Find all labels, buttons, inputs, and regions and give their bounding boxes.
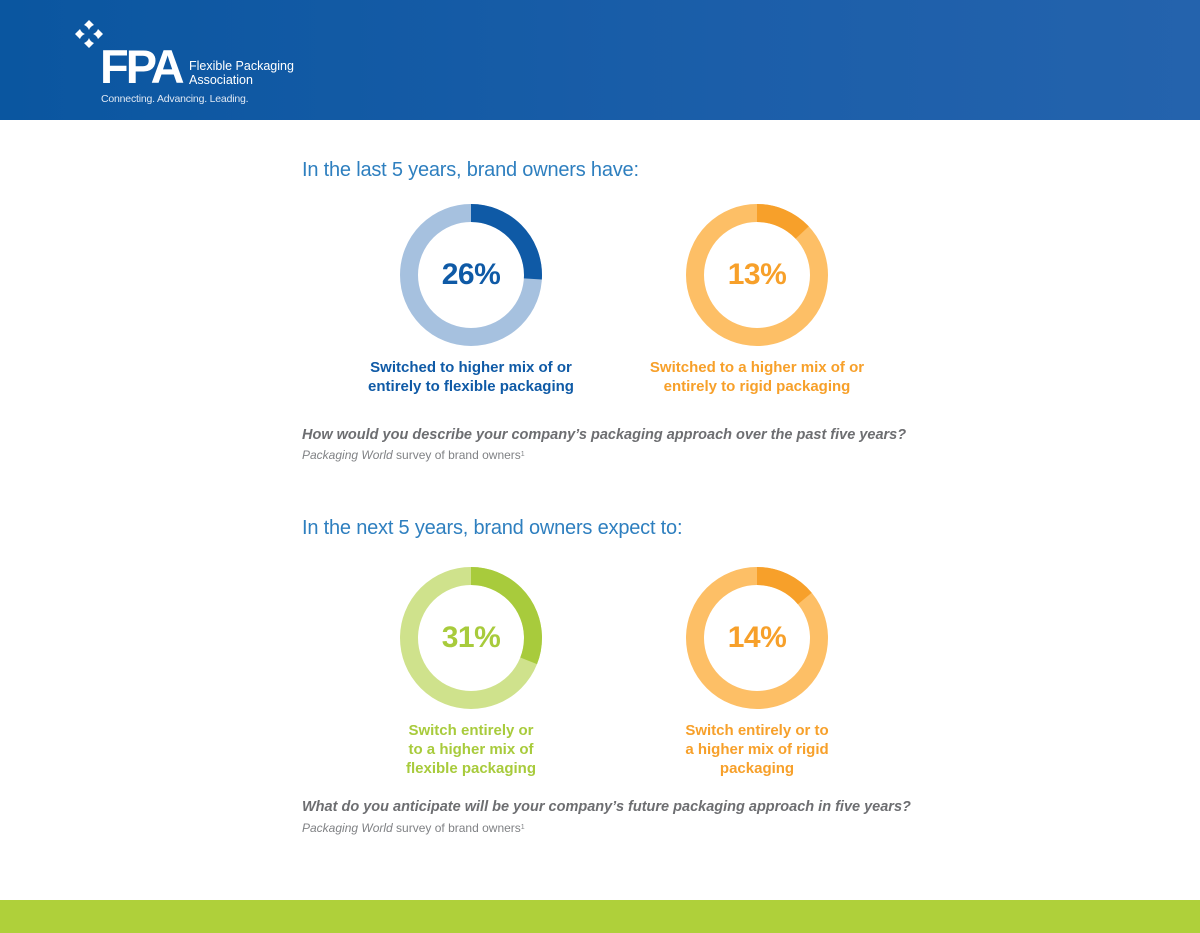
donut-value-flexible-past: 26% xyxy=(441,258,501,291)
label-line: Switched to a higher mix of or xyxy=(649,359,865,376)
logo-name-line-2: Association xyxy=(189,73,253,87)
label-line: Switch entirely or to xyxy=(685,722,829,739)
section-title-next-5-years: In the next 5 years, brand owners expect… xyxy=(302,517,683,539)
source-publication: Packaging World xyxy=(302,821,393,835)
donut-flexible-past xyxy=(400,204,542,346)
donut-segment xyxy=(400,567,542,709)
source-publication: Packaging World xyxy=(302,448,393,462)
logo-acronym: FPA xyxy=(100,40,184,93)
fpa-star-diamond-icon xyxy=(75,20,103,48)
logo-organization-name: Flexible Packaging Association xyxy=(189,59,294,87)
header-banner: FPA Flexible Packaging Association Conne… xyxy=(0,0,1200,120)
donut-label-flexible-future: Switch entirely or to a higher mix of fl… xyxy=(351,721,591,778)
footnote-marker: 1 xyxy=(520,824,525,831)
logo-tagline: Connecting. Advancing. Leading. xyxy=(101,93,249,105)
label-line: packaging xyxy=(719,760,795,777)
logo-name-line-1: Flexible Packaging xyxy=(189,59,294,73)
survey-source-future: Packaging World survey of brand owners1 xyxy=(302,821,525,836)
donut-label-flexible-past: Switched to higher mix of or entirely to… xyxy=(351,358,591,396)
footnote-marker: 1 xyxy=(520,451,525,458)
source-text: survey of brand owners xyxy=(392,821,521,835)
donut-segment xyxy=(400,204,542,346)
survey-question-past: How would you describe your company’s pa… xyxy=(302,427,907,443)
donut-label-rigid-future: Switch entirely or to a higher mix of ri… xyxy=(637,721,877,778)
donut-label-rigid-past: Switched to a higher mix of or entirely … xyxy=(637,358,877,396)
section-title-last-5-years: In the last 5 years, brand owners have: xyxy=(302,159,639,181)
label-line: entirely to flexible packaging xyxy=(368,378,574,395)
label-line: entirely to rigid packaging xyxy=(663,378,851,395)
label-line: Switched to higher mix of or xyxy=(370,359,572,376)
donut-chart-row-1 xyxy=(400,204,828,346)
label-line: flexible packaging xyxy=(405,760,537,777)
donut-segment xyxy=(686,567,828,709)
donut-value-flexible-future: 31% xyxy=(441,621,501,654)
footer-bar xyxy=(0,900,1200,933)
label-line: a higher mix of rigid xyxy=(685,741,829,758)
donut-chart-row-2 xyxy=(400,567,828,709)
survey-question-future: What do you anticipate will be your comp… xyxy=(302,799,911,815)
label-line: Switch entirely or xyxy=(408,722,534,739)
donut-value-rigid-future: 14% xyxy=(727,621,787,654)
donut-flexible-future xyxy=(400,567,542,709)
donut-rigid-future xyxy=(686,567,828,709)
donut-rigid-past xyxy=(686,204,828,346)
donut-segment xyxy=(686,204,828,346)
donut-value-rigid-past: 13% xyxy=(727,258,787,291)
label-line: to a higher mix of xyxy=(408,741,534,758)
survey-source-past: Packaging World survey of brand owners1 xyxy=(302,448,525,463)
source-text: survey of brand owners xyxy=(392,448,521,462)
